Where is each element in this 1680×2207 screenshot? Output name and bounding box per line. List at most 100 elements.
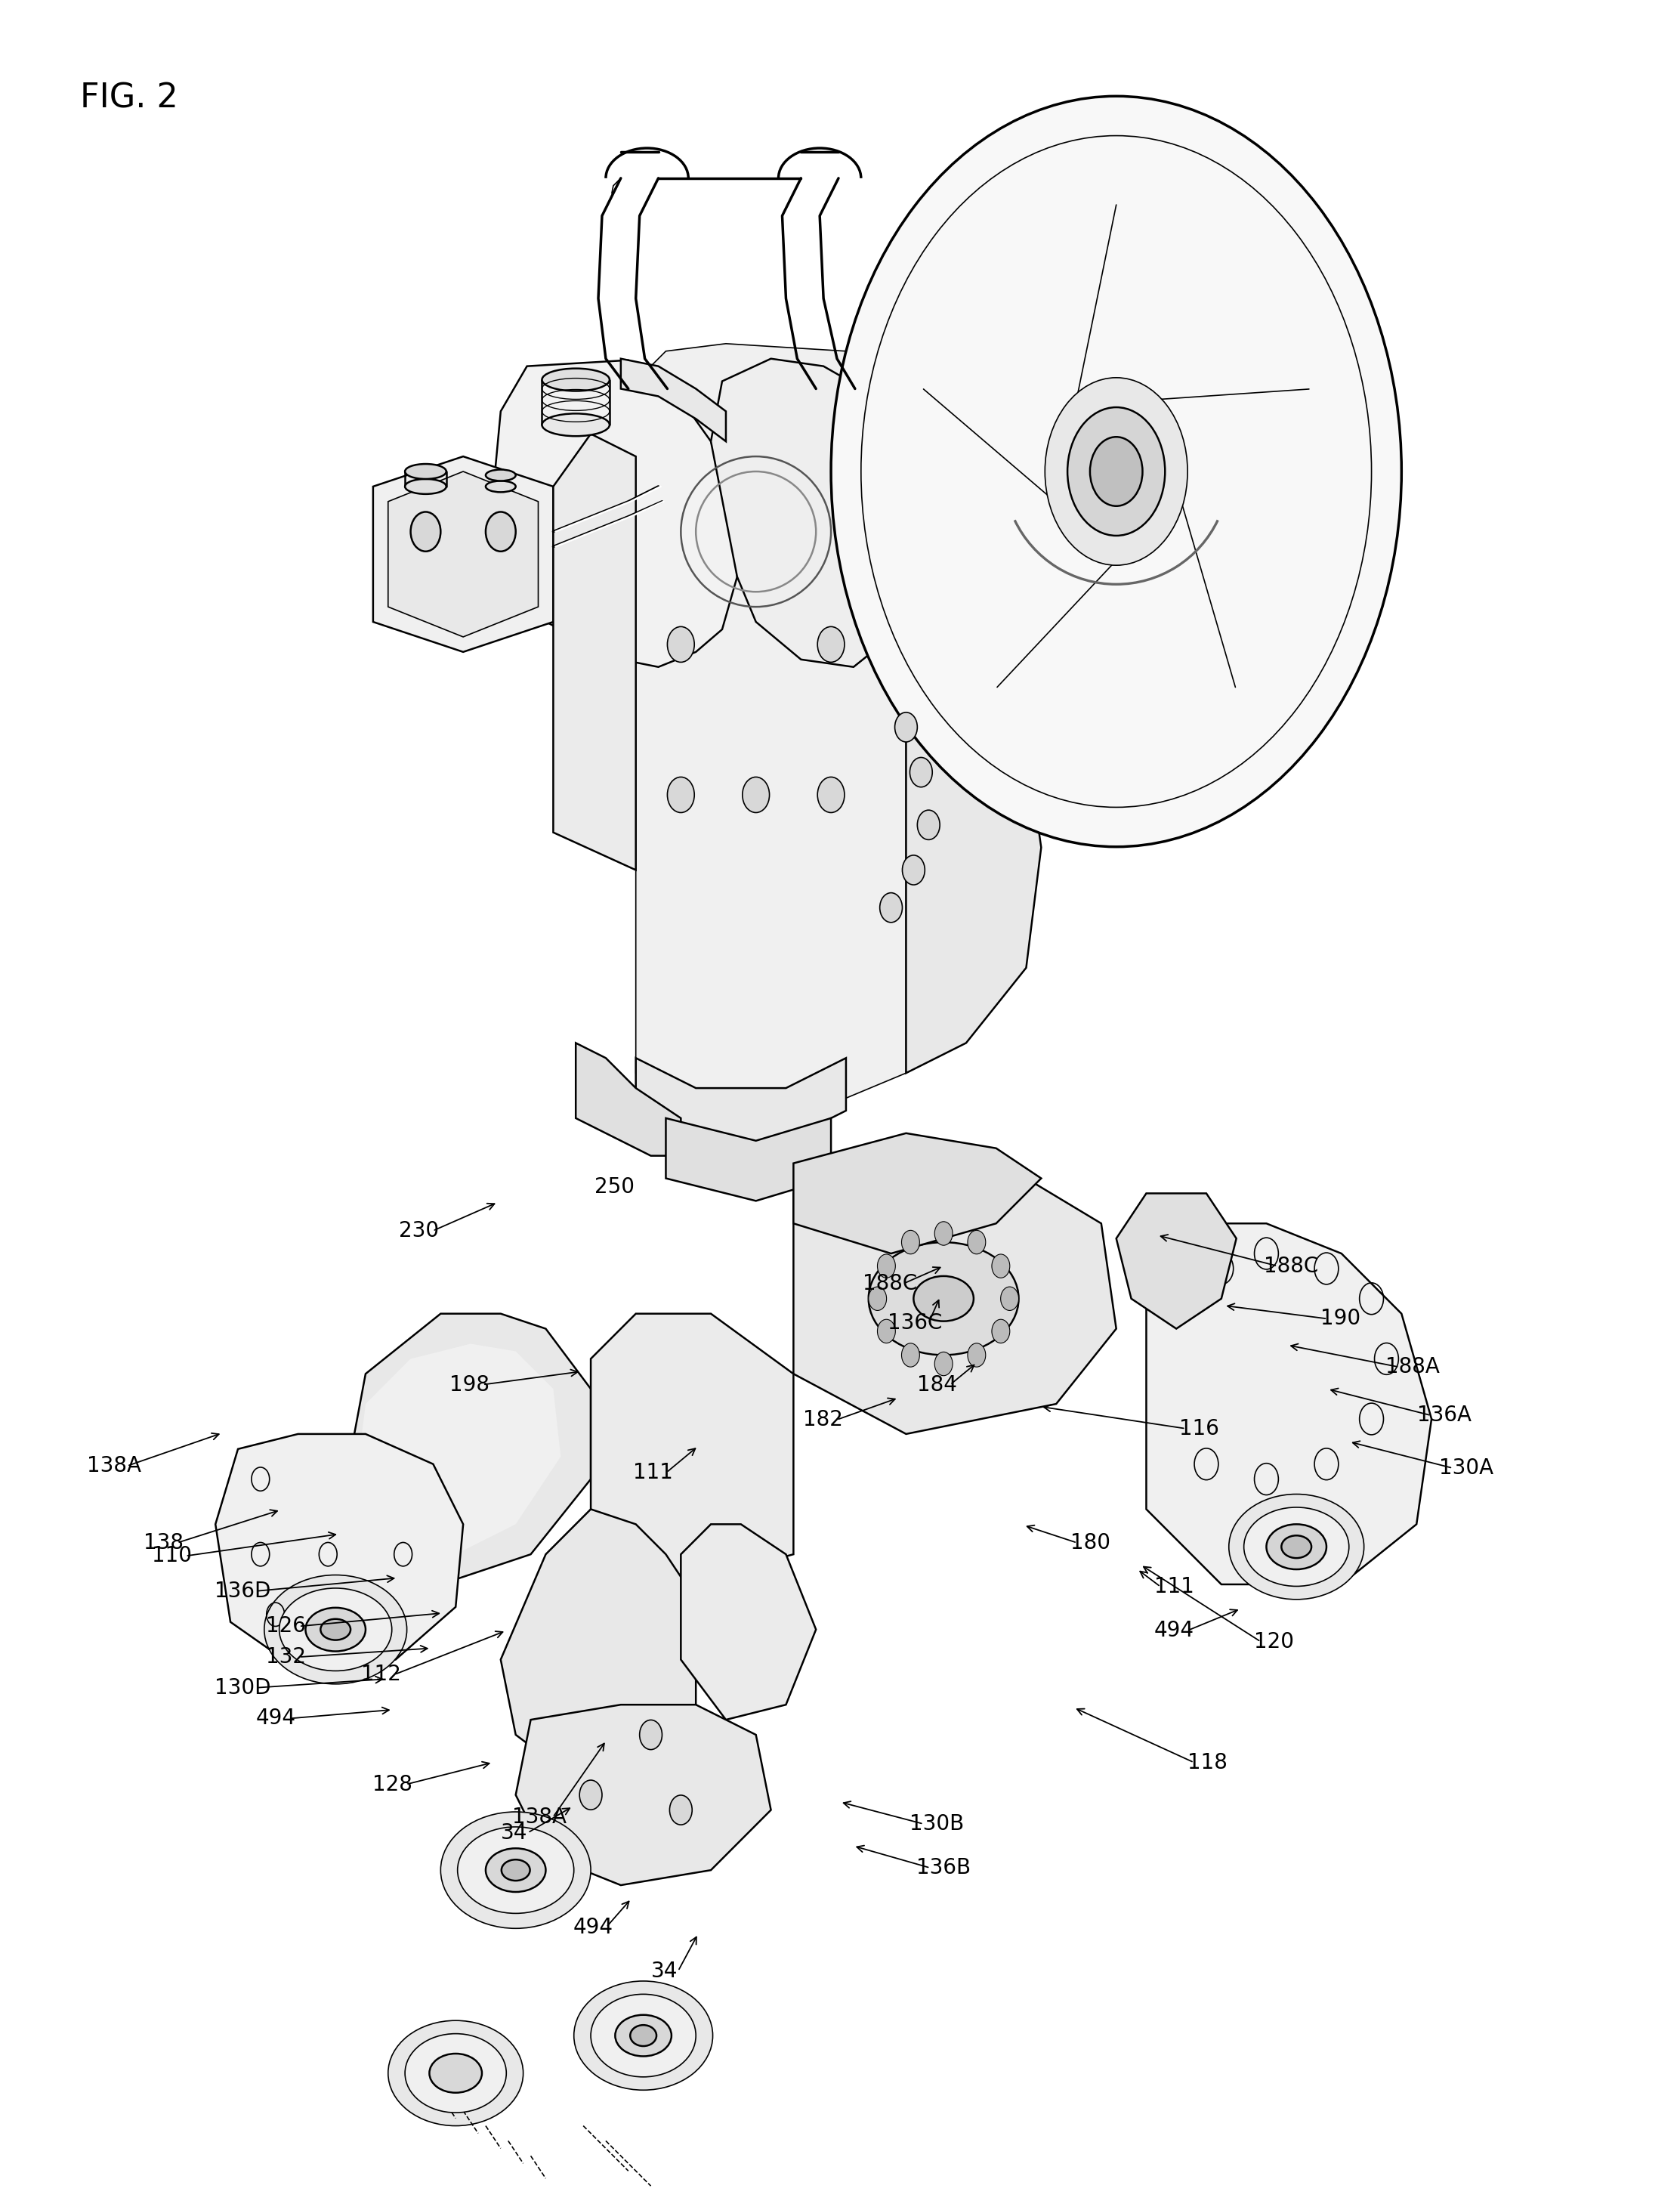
Polygon shape (343, 1313, 591, 1585)
Text: 190: 190 (1320, 1309, 1361, 1329)
Ellipse shape (486, 1847, 546, 1891)
Ellipse shape (306, 1607, 366, 1651)
Text: 250: 250 (595, 1176, 635, 1198)
Polygon shape (1146, 1223, 1431, 1585)
Ellipse shape (457, 1827, 575, 1913)
Circle shape (991, 1254, 1010, 1278)
Text: 198: 198 (449, 1375, 489, 1395)
Polygon shape (354, 1344, 561, 1554)
Text: 34: 34 (652, 1960, 679, 1982)
Circle shape (991, 1320, 1010, 1344)
Text: 132: 132 (265, 1646, 306, 1668)
Text: 120: 120 (1253, 1631, 1294, 1653)
Circle shape (818, 627, 845, 662)
Ellipse shape (914, 1276, 974, 1322)
Circle shape (667, 627, 694, 662)
Ellipse shape (264, 1576, 407, 1684)
Circle shape (934, 1223, 953, 1245)
Text: 494: 494 (1154, 1620, 1194, 1642)
Text: 128: 128 (373, 1774, 413, 1794)
Text: 138A: 138A (87, 1454, 141, 1476)
Text: 136D: 136D (215, 1580, 270, 1602)
Text: 494: 494 (255, 1708, 296, 1728)
Text: 188C: 188C (864, 1273, 917, 1293)
Polygon shape (665, 1119, 832, 1201)
Polygon shape (215, 1435, 464, 1675)
Text: 136A: 136A (1418, 1406, 1472, 1426)
Polygon shape (576, 1044, 680, 1156)
Ellipse shape (575, 1982, 712, 2090)
Circle shape (895, 713, 917, 742)
Text: 230: 230 (400, 1220, 440, 1243)
Polygon shape (553, 435, 635, 870)
Ellipse shape (405, 2033, 506, 2112)
Ellipse shape (486, 470, 516, 481)
Polygon shape (711, 360, 921, 667)
Circle shape (1090, 437, 1142, 505)
Polygon shape (793, 1132, 1042, 1254)
Ellipse shape (543, 413, 610, 437)
Text: 180: 180 (1070, 1532, 1110, 1554)
Circle shape (917, 810, 939, 839)
Ellipse shape (591, 1995, 696, 2077)
Ellipse shape (1228, 1494, 1364, 1600)
Circle shape (934, 1353, 953, 1375)
Text: 138A: 138A (512, 1808, 566, 1827)
Circle shape (832, 97, 1401, 847)
Text: 138: 138 (144, 1532, 183, 1554)
Ellipse shape (869, 1243, 1018, 1355)
Polygon shape (591, 1313, 793, 1585)
Circle shape (670, 1794, 692, 1825)
Text: 188C: 188C (1263, 1256, 1319, 1276)
Circle shape (818, 777, 845, 812)
Ellipse shape (440, 1812, 591, 1929)
Circle shape (580, 1781, 601, 1810)
Ellipse shape (388, 2022, 522, 2125)
Polygon shape (635, 344, 906, 1110)
Text: 184: 184 (917, 1375, 958, 1395)
Text: 126: 126 (265, 1616, 306, 1638)
Circle shape (880, 894, 902, 923)
Ellipse shape (1267, 1525, 1327, 1569)
Ellipse shape (630, 2026, 657, 2046)
Circle shape (1067, 408, 1164, 536)
Polygon shape (373, 457, 553, 651)
Circle shape (968, 1229, 986, 1254)
Ellipse shape (543, 369, 610, 391)
Text: 110: 110 (153, 1545, 192, 1567)
Ellipse shape (1243, 1507, 1349, 1587)
Ellipse shape (321, 1620, 351, 1640)
Ellipse shape (1282, 1536, 1312, 1558)
Circle shape (902, 1344, 919, 1366)
Polygon shape (388, 472, 538, 638)
Polygon shape (635, 1057, 847, 1148)
Circle shape (911, 757, 932, 788)
Polygon shape (1116, 1194, 1236, 1329)
Polygon shape (489, 360, 738, 667)
Text: 111: 111 (1154, 1576, 1194, 1598)
Text: 130A: 130A (1438, 1457, 1494, 1479)
Polygon shape (516, 1704, 771, 1885)
Text: 182: 182 (803, 1410, 843, 1430)
Text: 34: 34 (501, 1823, 528, 1843)
Circle shape (968, 1344, 986, 1366)
Circle shape (877, 1254, 895, 1278)
Circle shape (877, 1320, 895, 1344)
Circle shape (1001, 1287, 1018, 1311)
Ellipse shape (405, 463, 447, 479)
Ellipse shape (279, 1589, 391, 1671)
Polygon shape (501, 1510, 696, 1779)
Circle shape (902, 854, 924, 885)
Circle shape (869, 1287, 887, 1311)
Polygon shape (793, 1163, 1116, 1435)
Circle shape (902, 1229, 919, 1254)
Text: 136B: 136B (916, 1858, 971, 1878)
Ellipse shape (405, 479, 447, 494)
Circle shape (486, 512, 516, 552)
Text: 112: 112 (361, 1664, 402, 1686)
Text: FIG. 2: FIG. 2 (81, 82, 178, 115)
Polygon shape (906, 382, 1042, 1073)
Text: 111: 111 (633, 1461, 674, 1483)
Ellipse shape (501, 1861, 529, 1880)
Ellipse shape (615, 2015, 672, 2057)
